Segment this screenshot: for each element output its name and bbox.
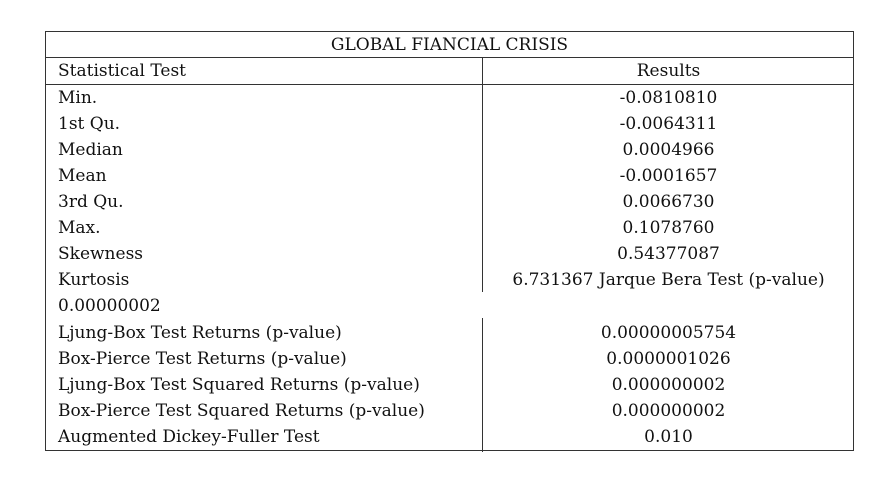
row-value-box-pierce-returns: 0.0000001026 [606, 349, 731, 369]
row-label-box-pierce-returns: Box-Pierce Test Returns (p-value) [58, 349, 347, 369]
row-value-jarque-bera-empty [483, 293, 854, 319]
header-results: Results [636, 61, 701, 81]
row-label-kurtosis: Kurtosis [58, 270, 130, 290]
row-value-box-pierce-squared: 0.000000002 [611, 401, 726, 421]
row-value-mean: -0.0001657 [619, 166, 718, 186]
row-value-ljung-box-squared: 0.000000002 [611, 375, 726, 395]
row-value-max: 0.1078760 [622, 218, 715, 238]
row-label-median: Median [58, 140, 123, 160]
row-value-3rd-qu: 0.0066730 [622, 192, 715, 212]
row-value-median: 0.0004966 [622, 140, 715, 160]
table-title: GLOBAL FIANCIAL CRISIS [46, 32, 853, 58]
header-divider [46, 84, 853, 85]
row-value-1st-qu: -0.0064311 [619, 114, 718, 134]
row-label-mean: Mean [58, 166, 107, 186]
statistics-table: GLOBAL FIANCIAL CRISIS Statistical Test … [45, 31, 854, 452]
row-label-3rd-qu: 3rd Qu. [58, 192, 124, 212]
row-label-skewness: Skewness [58, 244, 144, 264]
row-label-min: Min. [58, 88, 98, 108]
row-label-box-pierce-squared: Box-Pierce Test Squared Returns (p-value… [58, 401, 425, 421]
row-label-ljung-box-returns: Ljung-Box Test Returns (p-value) [58, 323, 342, 343]
column-divider-lower [482, 318, 483, 452]
row-value-adf-test: 0.010 [644, 427, 693, 447]
row-label-ljung-box-squared: Ljung-Box Test Squared Returns (p-value) [58, 375, 420, 395]
row-value-ljung-box-returns: 0.00000005754 [600, 323, 737, 343]
column-divider-upper [482, 58, 483, 292]
row-value-kurtosis: 6.731367 Jarque Bera Test (p-value) [512, 270, 825, 290]
row-label-1st-qu: 1st Qu. [58, 114, 121, 134]
header-statistical-test: Statistical Test [58, 61, 187, 81]
row-label-max: Max. [58, 218, 101, 238]
row-value-min: -0.0810810 [619, 88, 718, 108]
row-value-skewness: 0.54377087 [617, 244, 720, 264]
row-label-jarque-bera-value: 0.00000002 [58, 296, 161, 316]
row-label-adf-test: Augmented Dickey-Fuller Test [58, 427, 320, 447]
